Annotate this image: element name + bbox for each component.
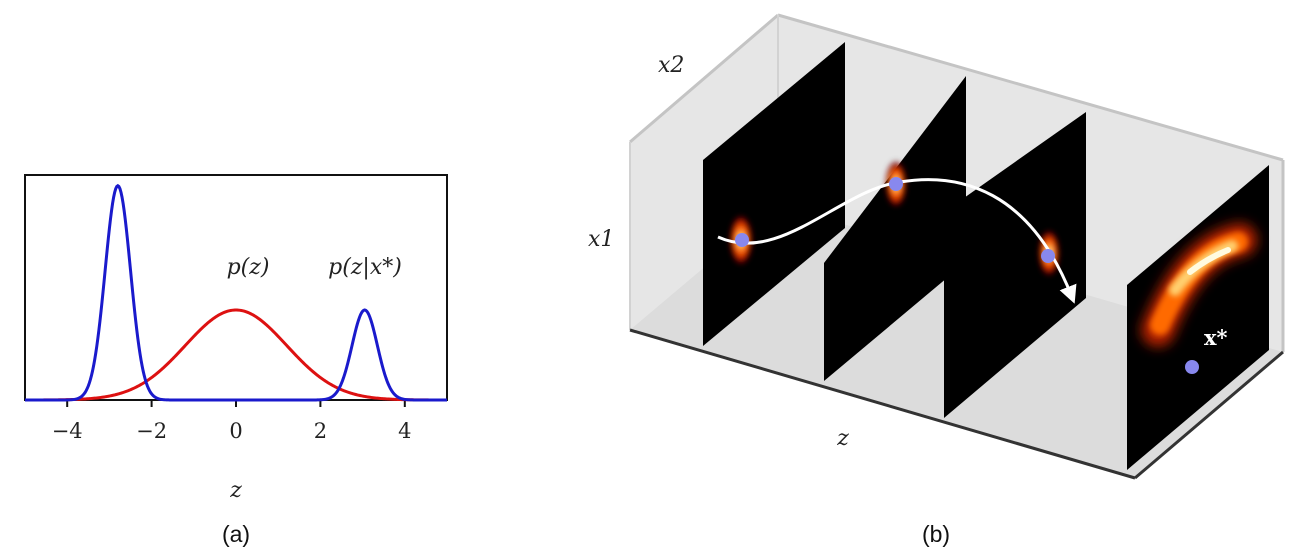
x-tick-label: 4 (398, 419, 411, 443)
posterior-label: p(z|x*) (328, 255, 402, 280)
prior-curve (25, 308, 447, 402)
x-tick-label: 2 (314, 419, 327, 443)
target-label: x* (1204, 325, 1228, 350)
x-axis-label: z (229, 478, 242, 503)
x-axis-ticks: −4 −2 0 2 4 (52, 400, 411, 443)
x-tick-label: −2 (136, 419, 167, 443)
slice-panel-1 (703, 42, 845, 346)
panel-a: −4 −2 0 2 4 p(z) p(z|x*) z (a) (24, 174, 448, 547)
panel-b: x2 x1 z x* (b) (588, 13, 1285, 547)
top-left-edge (629, 13, 779, 144)
front-floor-edge (629, 328, 1136, 480)
posterior-curve (25, 183, 447, 402)
right-floor-edge (1134, 350, 1284, 480)
x1-axis-label: x1 (588, 227, 614, 252)
target-density (1141, 223, 1257, 347)
slice-panel-2 (824, 76, 966, 381)
prior-label: p(z) (227, 255, 270, 280)
z-axis-label: z (836, 426, 849, 451)
target-point (1185, 360, 1199, 374)
sample-point-2 (889, 177, 903, 191)
x-tick-label: 0 (229, 419, 242, 443)
caption-a: (a) (222, 521, 250, 547)
top-back-edge (777, 13, 1284, 162)
caption-b: (b) (922, 521, 950, 547)
x-tick-label: −4 (52, 419, 83, 443)
x2-axis-label: x2 (658, 53, 684, 78)
sample-point-1 (735, 233, 749, 247)
sample-point-3 (1041, 249, 1055, 263)
